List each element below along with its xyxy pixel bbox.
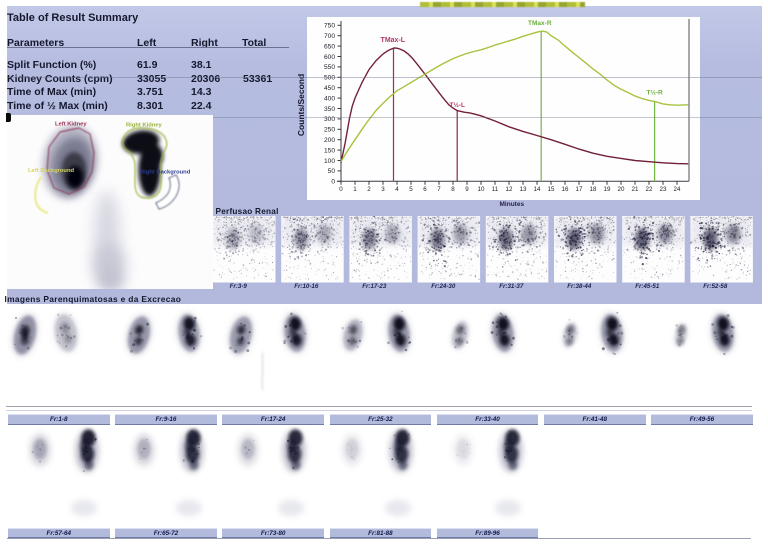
- svg-text:200: 200: [324, 137, 335, 144]
- svg-text:10: 10: [478, 186, 485, 193]
- svg-text:3: 3: [381, 186, 385, 193]
- svg-text:12: 12: [506, 186, 513, 193]
- svg-text:24: 24: [674, 186, 681, 193]
- svg-text:18: 18: [590, 186, 597, 193]
- svg-text:23: 23: [660, 186, 667, 193]
- svg-text:4: 4: [395, 186, 399, 193]
- svg-text:500: 500: [324, 75, 335, 82]
- svg-text:6: 6: [423, 186, 427, 193]
- svg-text:1: 1: [353, 186, 357, 193]
- svg-text:TMax-L: TMax-L: [381, 37, 406, 44]
- svg-text:700: 700: [324, 33, 335, 40]
- svg-text:T½-L: T½-L: [449, 101, 465, 109]
- svg-text:600: 600: [324, 54, 335, 61]
- svg-text:5: 5: [409, 186, 413, 193]
- svg-text:400: 400: [324, 95, 335, 102]
- svg-text:50: 50: [328, 168, 336, 175]
- svg-text:750: 750: [324, 23, 335, 30]
- svg-text:15: 15: [548, 186, 555, 193]
- svg-text:2: 2: [367, 186, 371, 193]
- svg-text:550: 550: [324, 64, 335, 71]
- svg-text:7: 7: [437, 186, 441, 193]
- svg-text:19: 19: [604, 186, 611, 193]
- svg-text:22: 22: [646, 186, 653, 193]
- svg-text:650: 650: [324, 43, 335, 50]
- svg-text:Right Kidney: Right Kidney: [126, 123, 163, 129]
- svg-text:9: 9: [465, 186, 469, 193]
- svg-text:0: 0: [331, 179, 335, 186]
- svg-text:Left Background: Left Background: [28, 168, 75, 174]
- svg-text:0: 0: [339, 186, 343, 193]
- svg-text:Right Background: Right Background: [140, 170, 191, 176]
- svg-text:16: 16: [562, 186, 569, 193]
- svg-text:17: 17: [576, 186, 583, 193]
- svg-text:300: 300: [324, 116, 335, 123]
- svg-text:20: 20: [618, 186, 625, 193]
- svg-text:13: 13: [520, 186, 527, 193]
- svg-text:450: 450: [324, 85, 335, 92]
- svg-text:250: 250: [324, 127, 335, 134]
- svg-text:TMax-R: TMax-R: [528, 20, 552, 27]
- svg-text:350: 350: [324, 106, 335, 113]
- svg-text:14: 14: [534, 186, 541, 193]
- svg-text:Left Kidney: Left Kidney: [55, 122, 87, 128]
- svg-text:100: 100: [324, 158, 335, 165]
- svg-text:21: 21: [632, 186, 639, 193]
- svg-text:T½-R: T½-R: [646, 88, 663, 96]
- svg-text:11: 11: [492, 186, 499, 193]
- svg-text:8: 8: [451, 186, 455, 193]
- svg-text:150: 150: [324, 147, 335, 154]
